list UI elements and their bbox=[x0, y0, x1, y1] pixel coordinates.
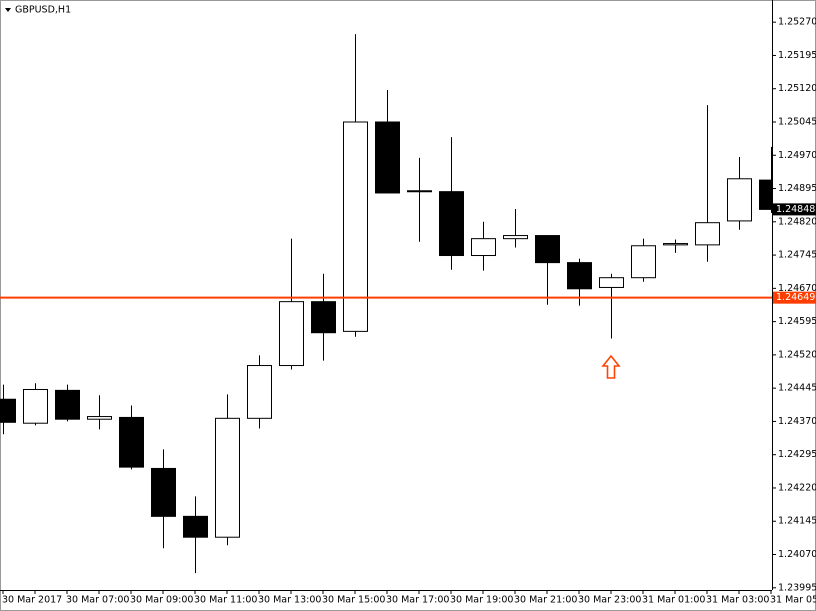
price-tag-label: 1.24649 bbox=[776, 292, 815, 303]
candle-body bbox=[311, 301, 336, 334]
candle-body bbox=[151, 467, 176, 517]
y-tick-label: 1.25270 bbox=[778, 17, 816, 28]
candle-body bbox=[183, 515, 208, 538]
candle-body bbox=[0, 398, 16, 423]
candle-body bbox=[215, 417, 240, 538]
y-tick-label: 1.25045 bbox=[778, 116, 816, 127]
y-tick-label: 1.24295 bbox=[778, 449, 816, 460]
x-tick-label: 30 Mar 13:00 bbox=[258, 595, 321, 606]
x-tick-label: 31 Mar 01:00 bbox=[642, 595, 705, 606]
candle-body bbox=[535, 235, 560, 264]
candle-body bbox=[279, 301, 304, 367]
x-tick-label: 30 Mar 15:00 bbox=[322, 595, 385, 606]
candle-body bbox=[727, 178, 752, 222]
candle-body bbox=[119, 416, 144, 468]
x-tick-label: 30 Mar 19:00 bbox=[450, 595, 513, 606]
y-tick-label: 1.24895 bbox=[778, 183, 816, 194]
menu-triangle bbox=[5, 8, 11, 12]
x-tick-label: 30 Mar 09:00 bbox=[130, 595, 193, 606]
candle-body bbox=[247, 365, 272, 419]
y-tick-label: 1.24670 bbox=[778, 283, 816, 294]
price-tag bbox=[773, 291, 816, 304]
y-tick-label: 1.24595 bbox=[778, 316, 816, 327]
x-tick-label: 30 Mar 23:00 bbox=[578, 595, 641, 606]
candle-body bbox=[439, 191, 464, 257]
candle-body bbox=[375, 121, 400, 194]
candle-body bbox=[471, 238, 496, 257]
x-tick-label: 30 Mar 21:00 bbox=[514, 595, 577, 606]
candle-body bbox=[663, 243, 688, 246]
candle-body bbox=[599, 277, 624, 288]
candle-body bbox=[503, 235, 528, 240]
chart-title: GBPUSD,H1 bbox=[15, 5, 71, 16]
candle-body bbox=[407, 190, 432, 193]
y-tick-label: 1.24370 bbox=[778, 416, 816, 427]
y-tick-label: 1.24070 bbox=[778, 549, 816, 560]
candle-body bbox=[631, 245, 656, 279]
y-tick-label: 1.24220 bbox=[778, 482, 816, 493]
y-tick-label: 1.24520 bbox=[778, 349, 816, 360]
y-tick-label: 1.25120 bbox=[778, 83, 816, 94]
x-tick-label: 31 Mar 03:00 bbox=[706, 595, 769, 606]
x-tick-label: 30 Mar 17:00 bbox=[386, 595, 449, 606]
candle-body bbox=[695, 222, 720, 246]
candle-body bbox=[55, 389, 80, 420]
candle-body bbox=[23, 388, 48, 424]
y-tick-label: 1.24820 bbox=[778, 216, 816, 227]
candle-body bbox=[567, 262, 592, 290]
y-tick-label: 1.24970 bbox=[778, 150, 816, 161]
signal-arrow bbox=[601, 354, 621, 379]
candle-body bbox=[343, 121, 368, 332]
bid-tag-label: 1.24848 bbox=[776, 204, 815, 215]
plot-area bbox=[0, 34, 772, 574]
y-tick-label: 1.24445 bbox=[778, 383, 816, 394]
y-tick-label: 1.24745 bbox=[778, 250, 816, 261]
bid-tag bbox=[773, 203, 816, 216]
y-tick-label: 1.23995 bbox=[778, 582, 816, 593]
y-tick-label: 1.24145 bbox=[778, 516, 816, 527]
x-tick-label: 30 Mar 11:00 bbox=[194, 595, 257, 606]
x-tick-label: 30 Mar 2017 bbox=[2, 595, 62, 606]
candle-body bbox=[759, 179, 772, 210]
y-tick-label: 1.25195 bbox=[778, 50, 816, 61]
x-tick-label: 30 Mar 07:00 bbox=[66, 595, 129, 606]
x-tick-label: 31 Mar 05:00 bbox=[770, 595, 816, 606]
candle-body bbox=[87, 416, 112, 420]
